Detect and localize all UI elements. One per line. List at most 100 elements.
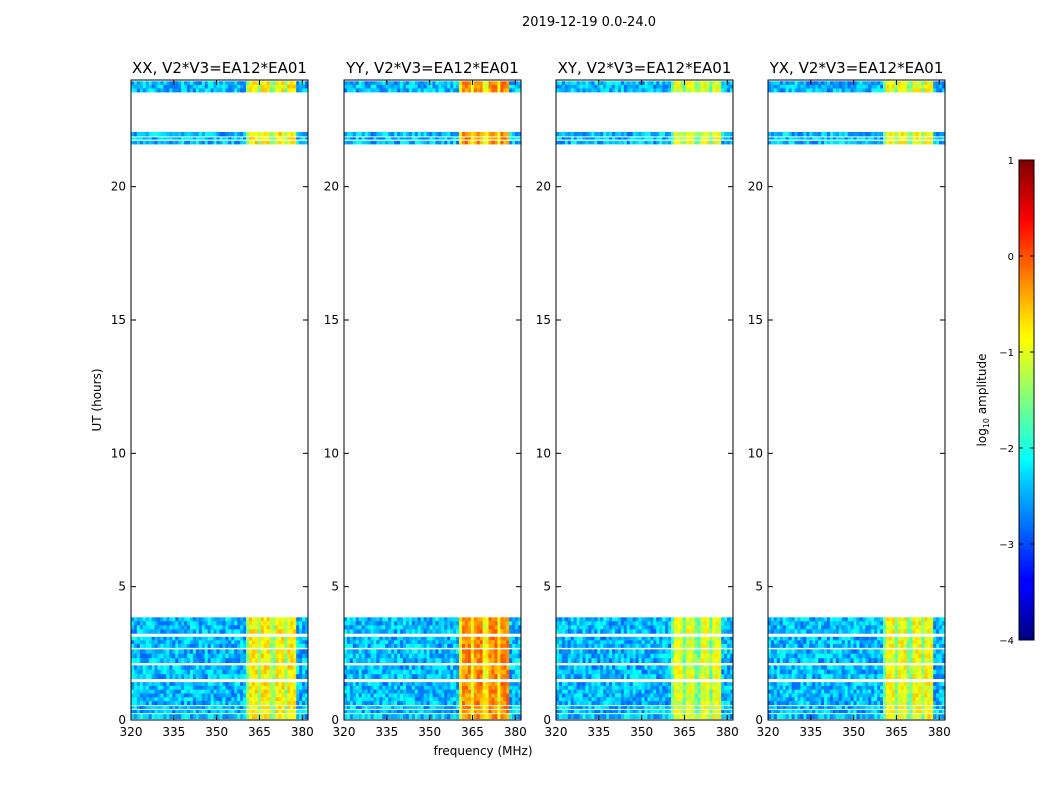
- heatmap-cell: [579, 81, 583, 86]
- heatmap-cell: [620, 706, 625, 709]
- heatmap-cell: [346, 621, 351, 626]
- heatmap-cell: [361, 665, 366, 671]
- heatmap-cell: [355, 689, 360, 694]
- heatmap-cell: [260, 640, 265, 645]
- heatmap-cell: [597, 629, 601, 634]
- heatmap-cell: [479, 665, 484, 671]
- heatmap-cell: [679, 640, 684, 645]
- heatmap-cell: [296, 643, 300, 648]
- heatmap-cell: [585, 81, 589, 86]
- heatmap-cell: [694, 629, 698, 634]
- heatmap-cell: [585, 689, 589, 694]
- heatmap-cell: [136, 621, 141, 626]
- heatmap-cell: [192, 689, 197, 694]
- heatmap-cell: [397, 701, 401, 706]
- heatmap-cell: [597, 137, 601, 140]
- heatmap-cell: [638, 682, 642, 687]
- heatmap-cell: [154, 709, 158, 714]
- heatmap-cell: [391, 658, 395, 664]
- heatmap-cell: [225, 701, 229, 706]
- heatmap-cell: [476, 697, 481, 702]
- heatmap-cell: [503, 697, 507, 702]
- heatmap-cell: [573, 84, 578, 89]
- heatmap-cell: [411, 685, 416, 691]
- heatmap-cell: [497, 88, 501, 93]
- heatmap-cell: [730, 621, 734, 626]
- heatmap-cell: [464, 625, 469, 630]
- heatmap-cell: [447, 682, 451, 687]
- heatmap-cell: [724, 629, 728, 634]
- heatmap-cell: [600, 701, 604, 706]
- heatmap-cell: [638, 617, 642, 622]
- heatmap-cell: [703, 706, 707, 709]
- heatmap-cell: [420, 140, 425, 145]
- heatmap-cell: [349, 669, 354, 675]
- heatmap-cell: [459, 88, 463, 93]
- heatmap-cell: [659, 81, 663, 86]
- heatmap-cell: [606, 665, 610, 671]
- heatmap-cell: [169, 706, 173, 709]
- heatmap-cell: [491, 653, 495, 659]
- heatmap-cell: [151, 617, 155, 622]
- heatmap-cell: [148, 706, 153, 709]
- heatmap-cell: [181, 709, 185, 714]
- heatmap-cell: [373, 649, 377, 655]
- heatmap-cell: [192, 669, 197, 675]
- heatmap-cell: [620, 625, 625, 630]
- heatmap-cell: [403, 701, 407, 706]
- heatmap-cell: [597, 697, 601, 702]
- heatmap-cell: [222, 685, 226, 691]
- heatmap-cell: [515, 689, 519, 694]
- heatmap-cell: [346, 629, 351, 634]
- heatmap-cell: [679, 81, 684, 86]
- heatmap-cell: [629, 693, 634, 698]
- heatmap-cell: [464, 132, 469, 137]
- heatmap-cell: [269, 682, 273, 687]
- heatmap-cell: [346, 625, 351, 630]
- heatmap-cell: [730, 132, 734, 137]
- heatmap-cell: [222, 665, 226, 671]
- heatmap-cell: [133, 685, 138, 691]
- heatmap-cell: [408, 658, 413, 664]
- heatmap-cell: [697, 640, 701, 645]
- heatmap-cell: [219, 137, 223, 140]
- heatmap-cell: [237, 617, 241, 622]
- heatmap-cell: [190, 669, 194, 675]
- heatmap-cell: [397, 649, 401, 655]
- heatmap-cell: [228, 643, 232, 648]
- x-tick-label: 320: [120, 725, 143, 739]
- heatmap-cell: [420, 689, 425, 694]
- heatmap-cell: [139, 617, 144, 622]
- heatmap-cell: [254, 84, 259, 89]
- heatmap-cell: [573, 669, 578, 675]
- heatmap-cell: [394, 643, 398, 648]
- heatmap-cell: [275, 706, 279, 709]
- heatmap-cell: [441, 709, 445, 714]
- heatmap-cell: [263, 649, 268, 655]
- heatmap-cell: [201, 140, 206, 145]
- heatmap-cell: [414, 669, 419, 675]
- heatmap-cell: [358, 625, 363, 630]
- heatmap-cell: [476, 81, 481, 86]
- heatmap-cell: [606, 132, 610, 137]
- heatmap-cell: [730, 701, 734, 706]
- heatmap-cell: [656, 682, 660, 687]
- heatmap-cell: [727, 669, 731, 675]
- heatmap-cell: [278, 621, 282, 626]
- heatmap-cell: [426, 658, 430, 664]
- heatmap-cell: [509, 693, 513, 698]
- heatmap-cell: [181, 658, 185, 664]
- heatmap-cell: [682, 643, 687, 648]
- heatmap-cell: [724, 640, 728, 645]
- heatmap-cell: [506, 649, 510, 655]
- heatmap-cell: [172, 701, 176, 706]
- heatmap-cell: [175, 689, 179, 694]
- heatmap-cell: [682, 649, 687, 655]
- heatmap-cell: [251, 669, 256, 675]
- heatmap-cell: [195, 669, 200, 675]
- heatmap-cell: [204, 88, 209, 93]
- heatmap-cell: [367, 709, 371, 714]
- heatmap-cell: [216, 643, 220, 648]
- heatmap-cell: [269, 674, 273, 680]
- heatmap-cell: [450, 697, 454, 702]
